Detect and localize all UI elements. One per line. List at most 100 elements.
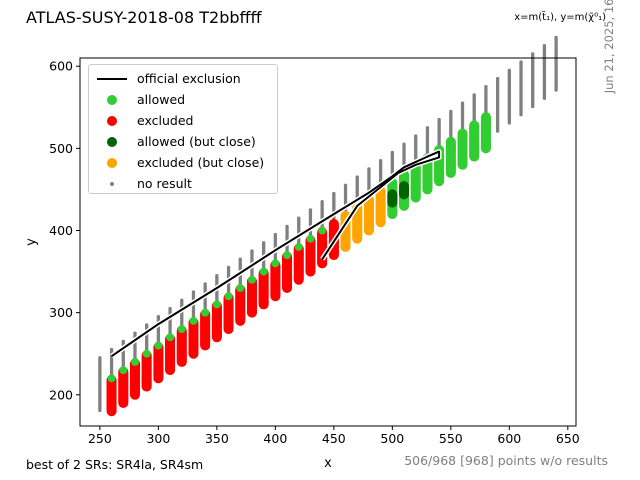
excluded-point [293, 274, 304, 285]
excluded-point [328, 250, 339, 261]
excluded-point [129, 389, 140, 400]
allowed-point [130, 357, 139, 366]
no-result-point [542, 96, 547, 100]
allowed-point [154, 341, 163, 350]
legend-dot-marker [107, 157, 117, 168]
allowed-point [224, 292, 233, 301]
excluded-point [305, 266, 316, 277]
x-tick-label: 550 [439, 431, 463, 446]
no-result-point [98, 408, 102, 413]
excluded-point [235, 315, 246, 326]
excluded-point [106, 406, 117, 417]
signal-regions-note: best of 2 SRs: SR4la, SR4sm [26, 457, 204, 472]
allowed-point [177, 325, 186, 334]
allowed-point [422, 184, 433, 195]
allowed-point [119, 366, 128, 375]
y-tick-label: 400 [49, 223, 73, 238]
allowed-point [318, 226, 327, 235]
official-exclusion-line [111, 150, 441, 358]
plot-frame [79, 57, 577, 427]
no-result-point [519, 112, 523, 117]
timestamp: Jun 21, 2025, 16:38 [602, 0, 616, 94]
allowed-point [259, 267, 268, 276]
legend-label: excluded (but close) [137, 155, 265, 170]
allowed-point [457, 159, 468, 170]
allowed-point [107, 374, 116, 383]
points-summary: 506/968 [968] points w/o results [404, 453, 608, 468]
x-tick-label: 500 [380, 431, 404, 446]
x-tick-label: 450 [322, 431, 346, 446]
excluded-point [223, 324, 234, 335]
legend-label: excluded [137, 113, 194, 128]
legend-item: excluded (but close) [97, 152, 269, 173]
x-tick-label: 350 [205, 431, 229, 446]
legend-symbol [97, 178, 129, 190]
legend-dot-marker [107, 94, 117, 105]
x-tick-label: 650 [556, 431, 580, 446]
official-exclusion-curve [110, 149, 442, 359]
allowed-point [469, 151, 480, 162]
excluded-point [188, 348, 199, 359]
legend-item: allowed (but close) [97, 131, 269, 152]
excluded-point [282, 283, 293, 293]
no-result-point [554, 88, 558, 92]
no-result-point [531, 104, 535, 109]
allowed-point [166, 333, 175, 342]
legend-symbol [97, 73, 129, 85]
excluded-point [118, 398, 129, 408]
legend-label: allowed [137, 92, 186, 107]
legend-symbol [97, 94, 129, 106]
x-tick-label: 600 [497, 431, 521, 446]
chart-title: ATLAS-SUSY-2018-08 T2bbffff [26, 8, 262, 27]
legend-line-marker [97, 77, 127, 80]
allowed-close-point [399, 189, 410, 200]
allowed-point [212, 300, 221, 309]
legend: official exclusion allowed excluded allowed… [88, 64, 278, 194]
excluded-point [153, 373, 164, 384]
excluded-point [211, 332, 222, 343]
legend-symbol [97, 157, 129, 169]
x-tick-label: 400 [263, 431, 287, 446]
allowed-point [387, 209, 398, 220]
allowed-point [306, 234, 315, 243]
legend-dot-marker [107, 136, 117, 147]
x-tick-label: 300 [146, 431, 170, 446]
legend-label: official exclusion [137, 71, 241, 86]
excluded-close-point [352, 233, 363, 244]
excluded-point [258, 299, 269, 310]
legend-item: official exclusion [97, 68, 269, 89]
legend-item: excluded [97, 110, 269, 131]
y-tick-label: 300 [49, 305, 73, 320]
excluded-point [165, 365, 176, 376]
excluded-close-point [340, 241, 351, 252]
allowed-point [434, 176, 445, 187]
allowed-point [294, 242, 303, 251]
axis-ticks: 250 300 350 400 450 500 550 600 650 200 300 400 500 6… [49, 59, 580, 446]
allowed-point [283, 251, 292, 260]
allowed-close-point [387, 197, 398, 208]
legend-item: no result [97, 173, 269, 194]
allowed-point [142, 349, 151, 358]
x-tick-label: 250 [88, 431, 112, 446]
y-tick-label: 500 [49, 141, 73, 156]
allowed-point [247, 275, 256, 284]
y-axis-label: y [24, 238, 39, 246]
excluded-point [200, 340, 211, 351]
excluded-point [270, 291, 281, 302]
excluded-close-point [363, 225, 374, 236]
y-tick-label: 600 [49, 59, 73, 74]
excluded-point [176, 356, 187, 367]
no-result-point [507, 121, 512, 125]
no-result-point [495, 129, 500, 133]
excluded-point [141, 381, 152, 392]
excluded-close-point [375, 217, 386, 228]
legend-symbol [97, 136, 129, 148]
axis-definition-note: x=m(t̃₁), y=m(χ̃⁰₁) [514, 12, 606, 23]
legend-label: allowed (but close) [137, 134, 256, 149]
allowed-point [236, 284, 245, 292]
x-axis-label: x [324, 456, 332, 471]
legend-dot-marker [107, 115, 117, 126]
legend-item: allowed [97, 89, 269, 110]
legend-label: no result [137, 176, 192, 191]
allowed-point [189, 316, 198, 325]
